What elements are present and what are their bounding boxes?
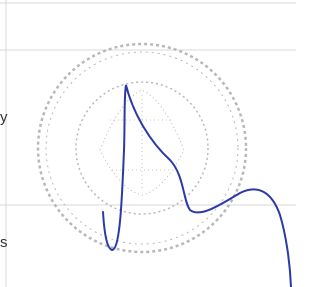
- text-fragment: y: [0, 109, 8, 126]
- text-fragment: s: [0, 234, 8, 251]
- document-scan: y s: [0, 0, 296, 287]
